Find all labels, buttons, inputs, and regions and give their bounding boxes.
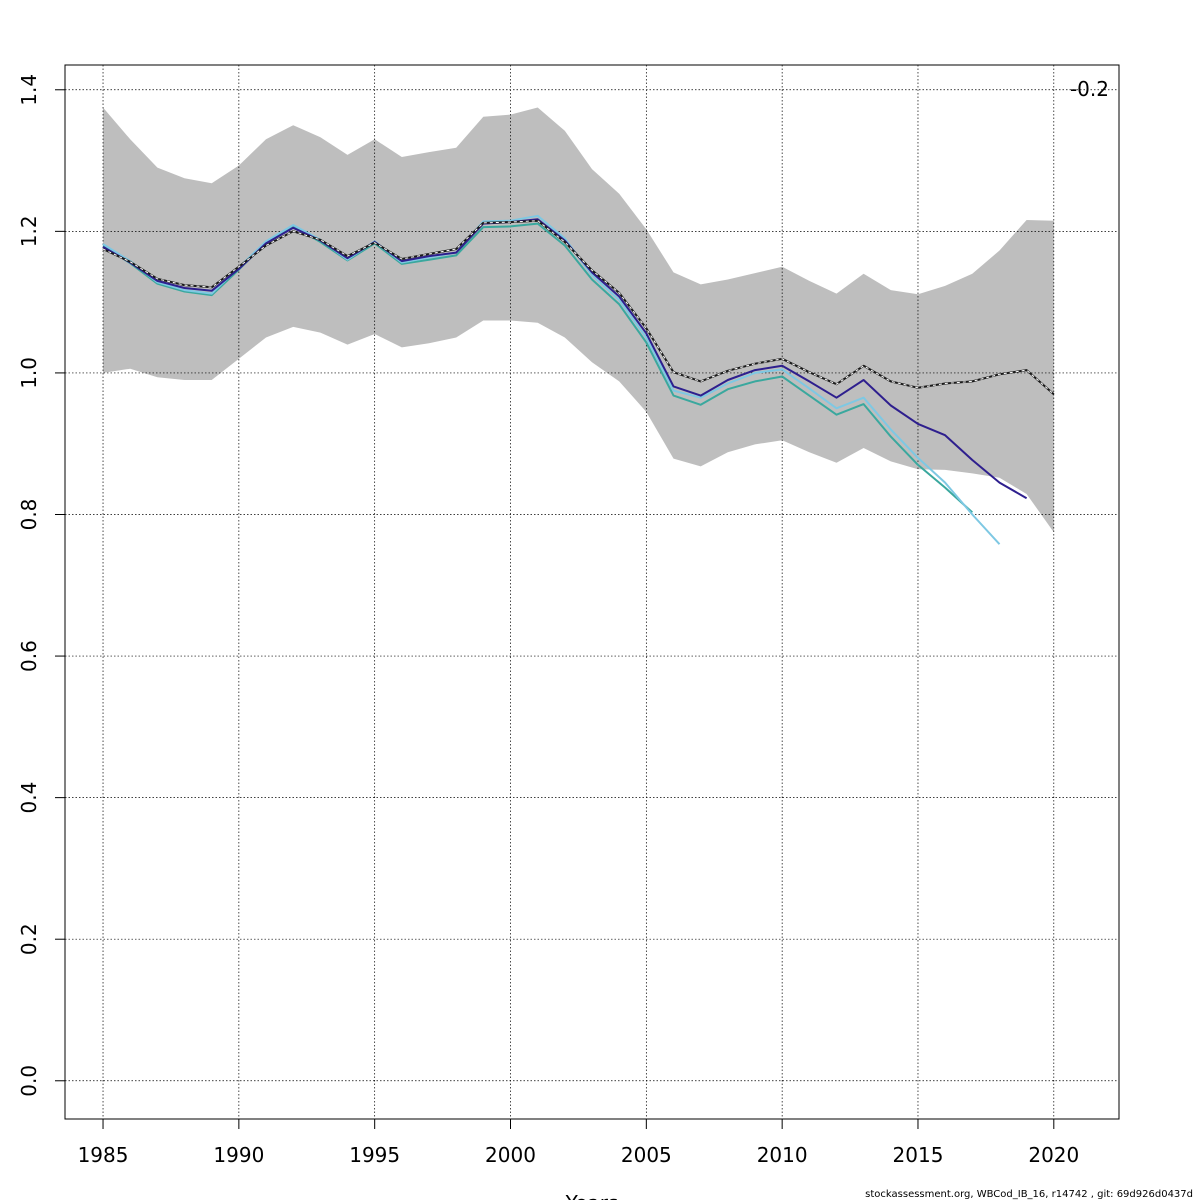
y-tick-label: 1.4 [17, 74, 41, 106]
series-line-3 [102, 214, 1001, 545]
series-line-dashed-overlay [102, 220, 1055, 395]
y-tick-label: 0.6 [17, 640, 41, 672]
x-tick-label: 1985 [78, 1143, 129, 1167]
confidence-band [103, 107, 1054, 533]
y-tick-label: 1.0 [17, 357, 41, 389]
y-tick-label: 0.4 [17, 782, 41, 814]
confidence-band-layer [103, 107, 1054, 533]
y-tick-label: 0.2 [17, 923, 41, 955]
x-axis-title: Years [565, 1191, 619, 1200]
x-tick-label: 1995 [349, 1143, 400, 1167]
x-tick-label: 1990 [213, 1143, 264, 1167]
y-tick-label: 1.2 [17, 215, 41, 247]
y-axis: 0.0 0.2 0.4 0.6 0.8 1.0 1.2 1.4 [17, 74, 65, 1097]
x-tick-label: 2010 [757, 1143, 808, 1167]
x-tick-label: 2020 [1028, 1143, 1079, 1167]
footer-credit: stockassessment.org, WBCod_IB_16, r14742… [865, 1189, 1193, 1200]
y-tick-label: 0.8 [17, 499, 41, 531]
series-layer [102, 214, 1055, 545]
x-axis: 1985 1990 1995 2000 2005 2010 2015 2020 [78, 1119, 1079, 1167]
x-tick-label: 2005 [621, 1143, 672, 1167]
y-tick-label: 0.0 [17, 1065, 41, 1097]
plot-frame [64, 64, 1120, 1120]
x-tick-label: 2015 [893, 1143, 944, 1167]
annotation-label: -0.2 [1070, 77, 1109, 101]
x-tick-label: 2000 [485, 1143, 536, 1167]
